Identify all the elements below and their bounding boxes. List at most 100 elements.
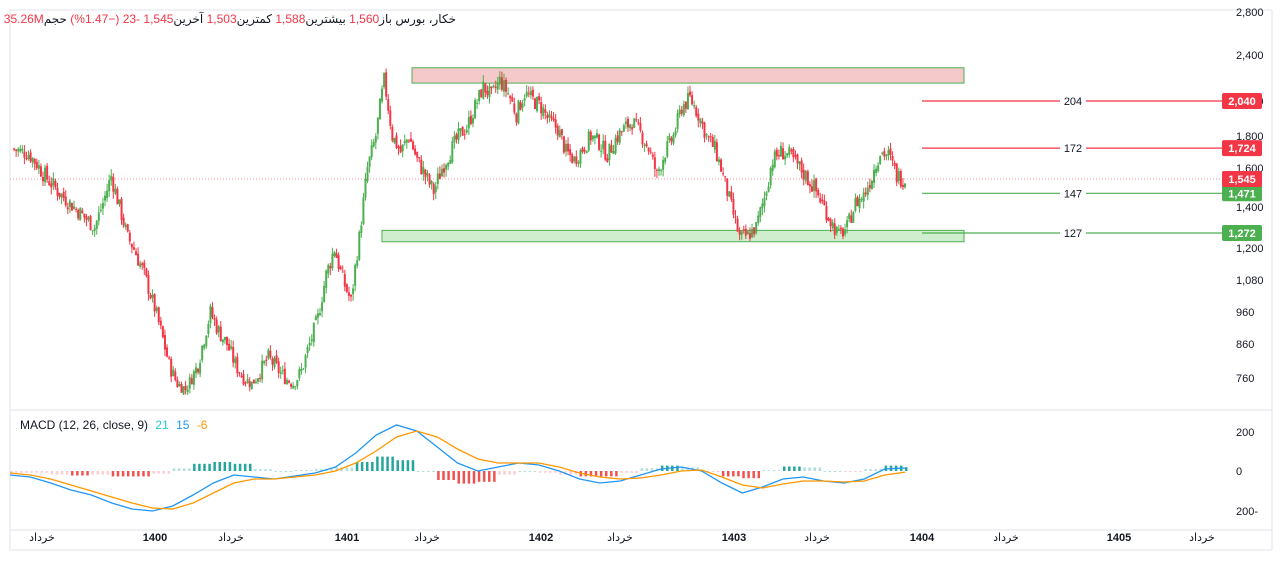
candle-body — [62, 191, 65, 199]
time-axis-tick: خرداد — [1189, 532, 1215, 544]
candle-body — [720, 159, 723, 172]
candle-body — [261, 360, 264, 380]
candle-body — [308, 342, 311, 346]
macd-histogram-bar — [543, 471, 547, 473]
candle-body — [81, 210, 84, 214]
candle-body — [451, 141, 454, 163]
candle-body — [813, 180, 816, 191]
macd-legend[interactable]: MACD (12, 26, close, 9) 21 15 -6 — [16, 418, 207, 432]
level-price-badge — [1222, 140, 1262, 157]
candle-body — [383, 72, 386, 88]
macd-histogram-bar — [615, 471, 618, 477]
candle-body — [99, 209, 102, 211]
candle-body — [627, 118, 630, 128]
candle-body — [321, 302, 324, 312]
candle-body — [533, 98, 536, 109]
candle-body — [443, 168, 446, 173]
macd-line-value: 15 — [176, 418, 190, 432]
candle-body — [751, 228, 754, 238]
level-price-badge-text: 2,040 — [1228, 96, 1256, 108]
macd-histogram-bar — [45, 471, 49, 473]
candle-body — [13, 148, 16, 150]
macd-histogram-bar — [203, 463, 206, 471]
candle-body — [598, 134, 601, 150]
macd-histogram-bar — [752, 471, 755, 479]
candle-body — [163, 335, 166, 350]
candle-body — [389, 110, 392, 126]
candle-body — [101, 203, 104, 209]
candle-body — [259, 378, 262, 380]
candle-body — [513, 103, 516, 113]
candle-body — [761, 203, 764, 209]
candle-body — [573, 156, 576, 162]
macd-histogram-bar — [879, 469, 883, 471]
macd-histogram-bar — [193, 463, 196, 471]
candle-body — [319, 313, 322, 316]
macd-histogram-bar — [716, 471, 720, 472]
candle-body — [267, 349, 270, 359]
candle-body — [29, 152, 32, 162]
candle-body — [802, 169, 805, 180]
macd-histogram-bar — [25, 471, 28, 473]
candle-body — [234, 358, 237, 364]
candle-body — [527, 93, 530, 95]
macd-histogram-bar — [488, 471, 491, 482]
volume-value: 35.26M — [3, 12, 44, 26]
candle-body — [620, 131, 623, 133]
candle-body — [500, 77, 503, 90]
candle-body — [821, 199, 824, 202]
macd-histogram-bar — [711, 471, 715, 472]
candle-body — [815, 178, 818, 192]
candle-body — [327, 264, 330, 274]
candle-body — [804, 170, 807, 181]
time-axis-tick: خرداد — [218, 532, 244, 544]
candle-body — [839, 227, 842, 230]
candle-body — [64, 196, 67, 206]
candle-body — [523, 98, 526, 101]
high-value: 1,588 — [275, 12, 306, 26]
candle-body — [848, 213, 851, 220]
candle-body — [819, 197, 822, 203]
candle-body — [502, 80, 505, 92]
price-axis-tick: 2,800 — [1236, 7, 1264, 19]
macd-histogram-bar — [772, 470, 776, 472]
macd-histogram-bar — [823, 471, 827, 472]
candle-body — [548, 113, 551, 118]
candle-body — [205, 335, 208, 346]
candle-body — [562, 136, 565, 153]
macd-histogram-bar — [498, 471, 501, 475]
macd-axis-tick: 200- — [1236, 506, 1258, 518]
candle-body — [39, 166, 42, 177]
macd-histogram-bar — [732, 471, 735, 477]
candle-body — [558, 130, 561, 138]
time-axis-tick: خرداد — [414, 532, 440, 544]
candle-body — [467, 117, 470, 129]
macd-histogram-bar — [315, 469, 318, 471]
macd-histogram-bar — [477, 471, 481, 482]
macd-histogram-bar — [472, 471, 476, 484]
candle-body — [591, 135, 594, 140]
candle-body — [139, 263, 142, 267]
candle-body — [505, 80, 508, 92]
candle-body — [753, 227, 756, 235]
candle-body — [835, 226, 838, 233]
candle-body — [622, 125, 625, 132]
macd-histogram-bar — [238, 463, 242, 471]
candle-body — [678, 109, 681, 115]
level-label: 172 — [1064, 143, 1082, 155]
candle-body — [786, 153, 789, 156]
time-axis-tick: 1403 — [722, 532, 746, 544]
candle-body — [414, 148, 417, 155]
candle-body — [153, 294, 156, 312]
candle-body — [577, 162, 580, 164]
candle-body — [418, 157, 421, 159]
macd-histogram-bar — [777, 470, 781, 472]
candle-body — [221, 339, 224, 343]
candle-body — [58, 192, 61, 197]
candle-body — [471, 118, 474, 124]
symbol-name[interactable]: خکار، بورس — [395, 12, 456, 26]
candle-body — [118, 199, 121, 205]
candle-body — [734, 216, 737, 218]
candle-body — [521, 103, 524, 108]
candle-body — [546, 115, 549, 119]
